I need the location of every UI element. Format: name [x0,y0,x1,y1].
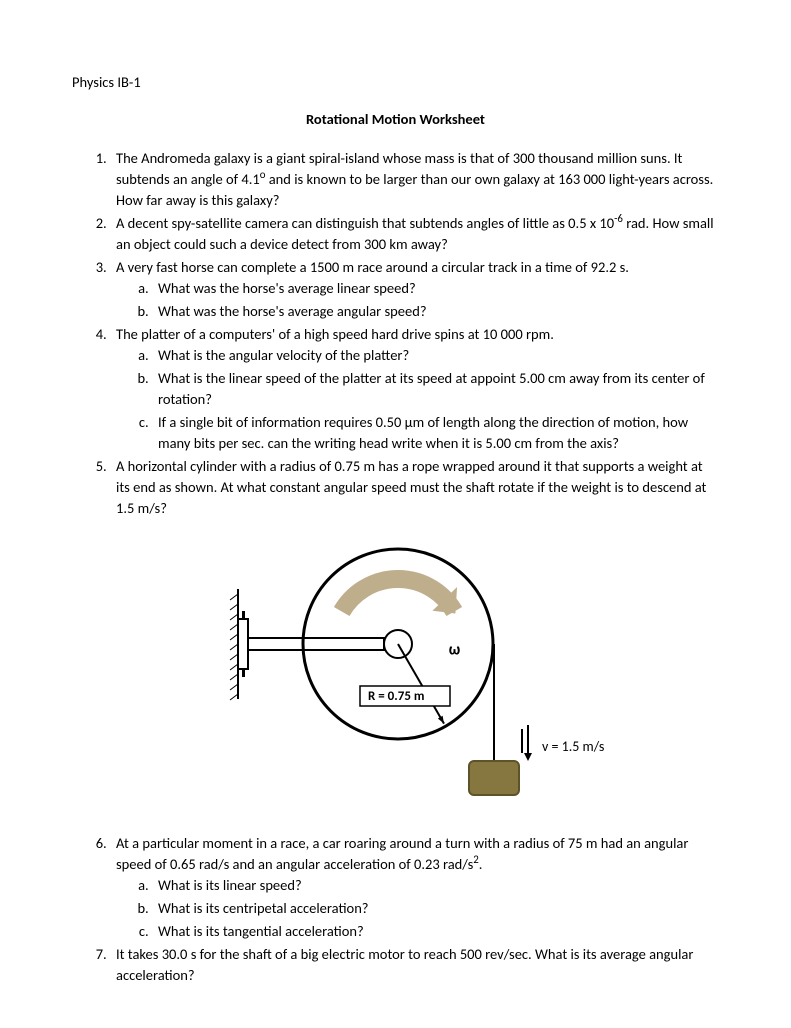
cylinder-diagram: ω R = 0.75 m v = 1.5 m/s [208,529,628,809]
q6-c: What is its tangential acceleration? [152,921,719,942]
q3-a: What was the horse's average linear spee… [152,278,719,299]
q3-b: What was the horse's average angular spe… [152,301,719,322]
svg-text:v = 1.5 m/s: v = 1.5 m/s [542,738,604,755]
svg-text:ω: ω [448,641,459,660]
q4-a: What is the angular velocity of the plat… [152,345,719,366]
q6-subparts: What is its linear speed? What is its ce… [116,875,719,942]
worksheet-page: Physics IB-1 Rotational Motion Worksheet… [0,0,791,1028]
question-3: A very fast horse can complete a 1500 m … [110,257,719,322]
question-1: The Andromeda galaxy is a giant spiral-i… [110,148,719,211]
worksheet-title: Rotational Motion Worksheet [72,109,719,130]
q4-b: What is the linear speed of the platter … [152,368,719,410]
question-7: It takes 30.0 s for the shaft of a big e… [110,944,719,986]
q5-main: A horizontal cylinder with a radius of 0… [116,457,706,517]
q7-main: It takes 30.0 s for the shaft of a big e… [116,945,693,984]
q6-b: What is its centripetal acceleration? [152,898,719,919]
diagram-container: ω R = 0.75 m v = 1.5 m/s [116,529,719,815]
course-header: Physics IB-1 [72,72,719,93]
question-2: A decent spy-satellite camera can distin… [110,213,719,255]
q6-a: What is its linear speed? [152,875,719,896]
q3-subparts: What was the horse's average linear spee… [116,278,719,322]
question-list: The Andromeda galaxy is a giant spiral-i… [72,148,719,986]
svg-text:R = 0.75 m: R = 0.75 m [368,689,424,704]
q6-text-post: . [479,855,483,873]
q2-sup: -6 [614,212,623,225]
q4-main: The platter of a computers' of a high sp… [116,325,554,343]
question-4: The platter of a computers' of a high sp… [110,324,719,454]
question-5: A horizontal cylinder with a radius of 0… [110,456,719,815]
q2-text-pre: A decent spy-satellite camera can distin… [116,214,614,232]
question-6: At a particular moment in a race, a car … [110,833,719,942]
q4-c: If a single bit of information requires … [152,412,719,454]
q6-text-pre: At a particular moment in a race, a car … [116,834,688,873]
q4-subparts: What is the angular velocity of the plat… [116,345,719,454]
q3-main: A very fast horse can complete a 1500 m … [116,258,629,276]
